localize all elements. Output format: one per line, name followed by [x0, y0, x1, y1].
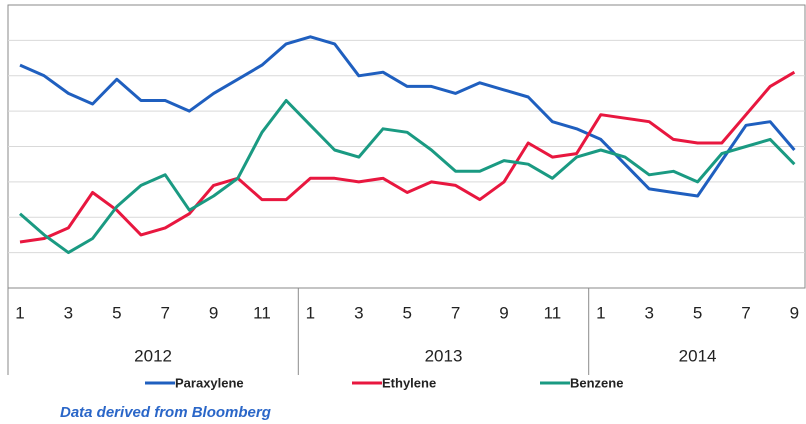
year-label: 2012: [134, 346, 172, 365]
x-tick-label: 5: [112, 303, 121, 322]
x-tick-label: 3: [644, 303, 653, 322]
x-tick-label: 5: [402, 303, 411, 322]
x-tick-label: 1: [306, 303, 315, 322]
legend-label: Ethylene: [382, 375, 436, 390]
x-tick-label: 9: [209, 303, 218, 322]
x-tick-label: 11: [253, 303, 271, 322]
x-tick-label: 9: [790, 303, 799, 322]
x-tick-label: 1: [596, 303, 605, 322]
x-tick-label: 3: [354, 303, 363, 322]
year-label: 2014: [679, 346, 717, 365]
x-tick-label: 7: [160, 303, 169, 322]
x-tick-label: 1: [15, 303, 24, 322]
x-tick-label: 7: [741, 303, 750, 322]
x-tick-label: 9: [499, 303, 508, 322]
source-note: Data derived from Bloomberg: [60, 404, 271, 421]
x-tick-label: 3: [64, 303, 73, 322]
series-line: [19, 35, 796, 198]
x-tick-label: 11: [544, 303, 562, 322]
x-tick-label: 7: [451, 303, 460, 322]
year-label: 2013: [425, 346, 463, 365]
series-line: [19, 99, 796, 255]
legend-label: Benzene: [570, 375, 623, 390]
series-line: [19, 70, 796, 244]
x-tick-label: 5: [693, 303, 702, 322]
legend-label: Paraxylene: [175, 375, 244, 390]
